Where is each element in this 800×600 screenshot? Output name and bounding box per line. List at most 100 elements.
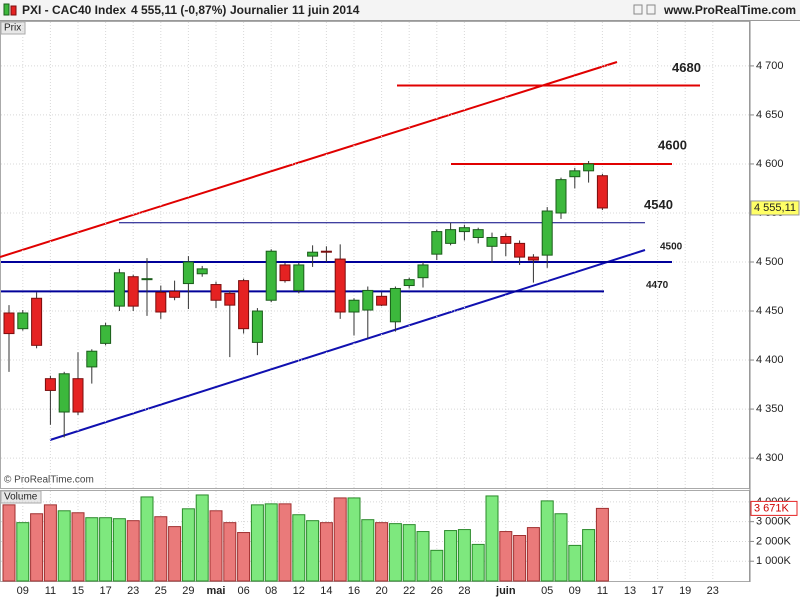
x-tick-label: 16: [348, 585, 360, 597]
y-tick-label: 1 000K: [756, 555, 792, 567]
window-icon[interactable]: [633, 4, 643, 15]
candle-body: [238, 280, 250, 330]
y-tick-label: 2 000K: [756, 535, 792, 547]
candle-body: [279, 264, 291, 282]
candle-body: [527, 256, 539, 261]
x-tick-label: 17: [99, 585, 111, 597]
x-tick-label: 09: [17, 585, 29, 597]
volume-bar: [223, 522, 237, 582]
volume-bar: [16, 522, 30, 582]
volume-bar: [526, 527, 540, 582]
candle-body: [44, 378, 56, 391]
x-tick-label: 26: [431, 585, 443, 597]
header-icon: [3, 3, 10, 16]
candle-body: [113, 272, 125, 307]
x-tick-label: 11: [45, 585, 56, 597]
candle-body: [17, 312, 29, 330]
volume-bar: [154, 516, 168, 582]
volume-bar: [485, 495, 499, 582]
volume-bar: [388, 523, 402, 582]
volume-bar: [444, 530, 458, 582]
x-tick-label: 20: [375, 585, 387, 597]
volume-bar: [2, 504, 16, 582]
x-tick-label: 29: [182, 585, 194, 597]
candle-body: [389, 287, 401, 323]
volume-bar: [568, 544, 582, 582]
candle-body: [555, 179, 567, 214]
candle-body: [251, 310, 263, 343]
candle-body: [458, 227, 470, 233]
volume-bar: [292, 514, 306, 582]
candle-body: [486, 236, 498, 247]
level-label: 4540: [644, 197, 673, 212]
x-tick-label: 25: [155, 585, 167, 597]
trend-line: [0, 61, 618, 258]
volume-bar: [499, 531, 513, 582]
candle-body: [376, 295, 388, 306]
header-bar: [0, 0, 800, 20]
x-tick-label: 05: [541, 585, 553, 597]
candle-body: [224, 292, 236, 306]
volume-bar: [195, 494, 209, 582]
volume-bar: [361, 519, 375, 582]
volume-bar: [57, 510, 71, 582]
candle-body: [210, 284, 222, 301]
candle-body: [569, 170, 581, 178]
volume-bar: [99, 517, 113, 582]
candle-body: [293, 264, 305, 291]
site[interactable]: www.ProRealTime.com: [663, 3, 796, 17]
volume-bar: [416, 531, 430, 582]
level-label: 4600: [658, 137, 687, 152]
candle-body: [127, 276, 139, 307]
x-tick-label: 15: [72, 585, 84, 597]
candle-body: [514, 242, 526, 258]
candle-body: [583, 163, 595, 172]
symbol: PXI - CAC40 Index: [22, 3, 126, 17]
candle-body: [348, 299, 360, 313]
y-tick-label: 4 350: [756, 403, 784, 415]
volume-bar: [457, 529, 471, 582]
volume-bar: [540, 500, 554, 582]
volume-bar: [554, 513, 568, 582]
volume-bar: [582, 529, 596, 582]
y-tick-label: 3 000K: [756, 516, 792, 528]
candle-body: [596, 175, 608, 209]
candle-body: [3, 312, 15, 335]
y-tick-label: 4 450: [756, 305, 784, 317]
header-icon: [10, 5, 17, 16]
x-tick-label: 23: [127, 585, 139, 597]
volume-bar: [43, 504, 57, 582]
volume-bar: [333, 497, 347, 582]
x-tick-label: juin: [495, 585, 516, 597]
volume-bar: [250, 504, 264, 582]
volume-bar: [319, 522, 333, 582]
candle-body: [169, 290, 181, 298]
x-tick-label: 13: [624, 585, 636, 597]
candle-body: [417, 264, 429, 279]
volume-bar: [237, 532, 251, 582]
x-tick-label: 19: [679, 585, 691, 597]
x-tick-label: 17: [651, 585, 663, 597]
candle-body: [141, 278, 153, 281]
x-tick-label: 28: [458, 585, 470, 597]
volume-bar: [306, 520, 320, 582]
candle-body: [500, 236, 512, 244]
x-tick-label: 08: [265, 585, 277, 597]
candle-body: [265, 250, 277, 301]
candle-body: [31, 297, 43, 346]
candle-body: [100, 325, 112, 344]
y-tick-label: 4 650: [756, 109, 784, 121]
volume-bar: [347, 497, 361, 582]
volume-bar: [71, 512, 85, 582]
last-volume-tag: [750, 500, 798, 516]
volume-bar: [209, 510, 223, 582]
last-price-label: 4 555,11: [754, 202, 796, 214]
window-icon[interactable]: [646, 4, 656, 15]
candle-body: [445, 229, 457, 244]
level-label: 4680: [672, 60, 701, 75]
volume-bar: [471, 543, 485, 582]
x-tick-label: 06: [237, 585, 249, 597]
y-tick-label: 4 500: [756, 256, 784, 268]
candle-body: [58, 373, 70, 413]
